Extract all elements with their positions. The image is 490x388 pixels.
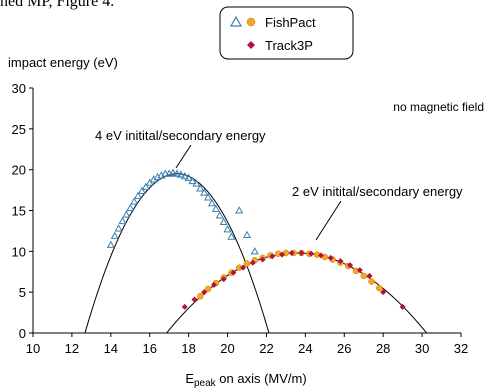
y-tick-label: 30 [12, 81, 26, 96]
chart-labels: impact energy (eV) no magnetic field 4 eV … [8, 55, 484, 388]
diamond-point [366, 272, 373, 279]
triangle-point [242, 230, 252, 239]
triangle-point [215, 211, 224, 219]
curve-4ev-fit [84, 173, 270, 334]
diamond-point [181, 303, 188, 310]
chart-legend: FishPact Track3P [219, 6, 354, 60]
triangle-point [219, 217, 228, 225]
data-points [106, 168, 406, 310]
diamond-point [201, 289, 208, 296]
legend-triangle-icon [229, 15, 243, 27]
page-fragment-text: ned MP, Figure 4. [0, 0, 115, 10]
triangle-point [227, 232, 236, 240]
x-tick-label: 22 [259, 341, 273, 356]
diamond-point [337, 258, 344, 265]
annotation-2ev: 2 eV initital/secondary energy [292, 184, 463, 199]
chart-axes: 10 12 14 16 18 20 22 24 26 28 30 32 0 5 10 15 20 25 30 [12, 81, 469, 356]
x-tick-label: 16 [142, 341, 156, 356]
triangle-point [204, 193, 213, 201]
diamond-point [298, 249, 305, 256]
triangle-point [122, 210, 131, 218]
circle-point [197, 293, 204, 300]
legend-circle-icon [246, 17, 256, 27]
y-tick-label: 10 [12, 244, 26, 259]
triangle-point [184, 173, 193, 181]
y-axis-title: impact energy (eV) [8, 55, 118, 70]
triangle-point [141, 182, 150, 190]
diamond-point [249, 259, 256, 266]
triangle-point [106, 240, 115, 248]
triangle-point [176, 170, 185, 178]
x-tick-label: 10 [26, 341, 40, 356]
diamond-point [240, 264, 247, 271]
diamond-point [356, 267, 363, 274]
diamond-point [279, 251, 286, 258]
triangle-point [169, 168, 178, 176]
annotation-2ev-pointer [315, 200, 342, 241]
y-tick-label: 0 [19, 326, 26, 341]
triangle-point [192, 179, 201, 187]
annotation-4ev-pointer [175, 144, 192, 169]
y-tick-label: 20 [12, 163, 26, 178]
x-tick-label: 30 [415, 341, 429, 356]
triangle-point [235, 206, 244, 214]
triangle-point [126, 203, 135, 212]
x-tick-label: 14 [104, 341, 118, 356]
circle-point [360, 272, 367, 280]
x-tick-label: 12 [65, 341, 79, 356]
triangle-point [137, 186, 146, 194]
diamond-point [380, 289, 387, 296]
x-tick-label: 20 [220, 341, 234, 356]
x-tick-label: 18 [181, 341, 195, 356]
triangle-point [188, 176, 197, 185]
diamond-point [210, 281, 217, 288]
triangle-point [130, 197, 139, 205]
annotation-4ev: 4 eV initital/secondary energy [95, 128, 266, 143]
diamond-point [191, 296, 198, 303]
triangle-point [114, 224, 123, 232]
y-tick-label: 25 [12, 122, 26, 137]
diamond-point [230, 269, 237, 276]
x-tick-label: 32 [454, 341, 468, 356]
diamond-point [347, 262, 354, 269]
diamond-point [220, 276, 227, 283]
triangle-point [196, 184, 205, 192]
legend-diamond-icon [247, 41, 255, 49]
triangle-point [211, 204, 220, 212]
circle-point [204, 285, 212, 293]
triangle-point [180, 171, 189, 180]
triangle-point [110, 231, 119, 239]
diamond-point [259, 256, 266, 263]
circle-point [376, 284, 383, 292]
y-tick-label: 15 [12, 204, 26, 219]
annotation-no-field: no magnetic field [393, 100, 484, 114]
legend-label-fishpact: FishPact [265, 15, 316, 30]
triangle-point [172, 169, 182, 177]
diamond-point [288, 249, 295, 256]
x-tick-label: 28 [376, 341, 390, 356]
triangle-point [200, 188, 209, 196]
circle-point [243, 260, 251, 267]
circle-point [368, 278, 375, 285]
diamond-point [399, 303, 406, 310]
triangle-point [118, 216, 127, 225]
x-tick-label: 24 [298, 341, 312, 356]
x-tick-label: 26 [337, 341, 351, 356]
diamond-point [317, 252, 324, 259]
triangle-point [134, 191, 143, 199]
y-tick-label: 5 [19, 285, 26, 300]
x-axis-title: Epeak on axis (MV/m) [185, 371, 306, 388]
diamond-point [269, 253, 276, 260]
diamond-point [308, 250, 315, 257]
triangle-point [223, 225, 232, 233]
triangle-point [250, 247, 259, 255]
triangle-point [161, 169, 170, 177]
triangle-point [207, 198, 217, 207]
legend-label-track3p: Track3P [265, 38, 313, 53]
diamond-point [327, 254, 334, 261]
